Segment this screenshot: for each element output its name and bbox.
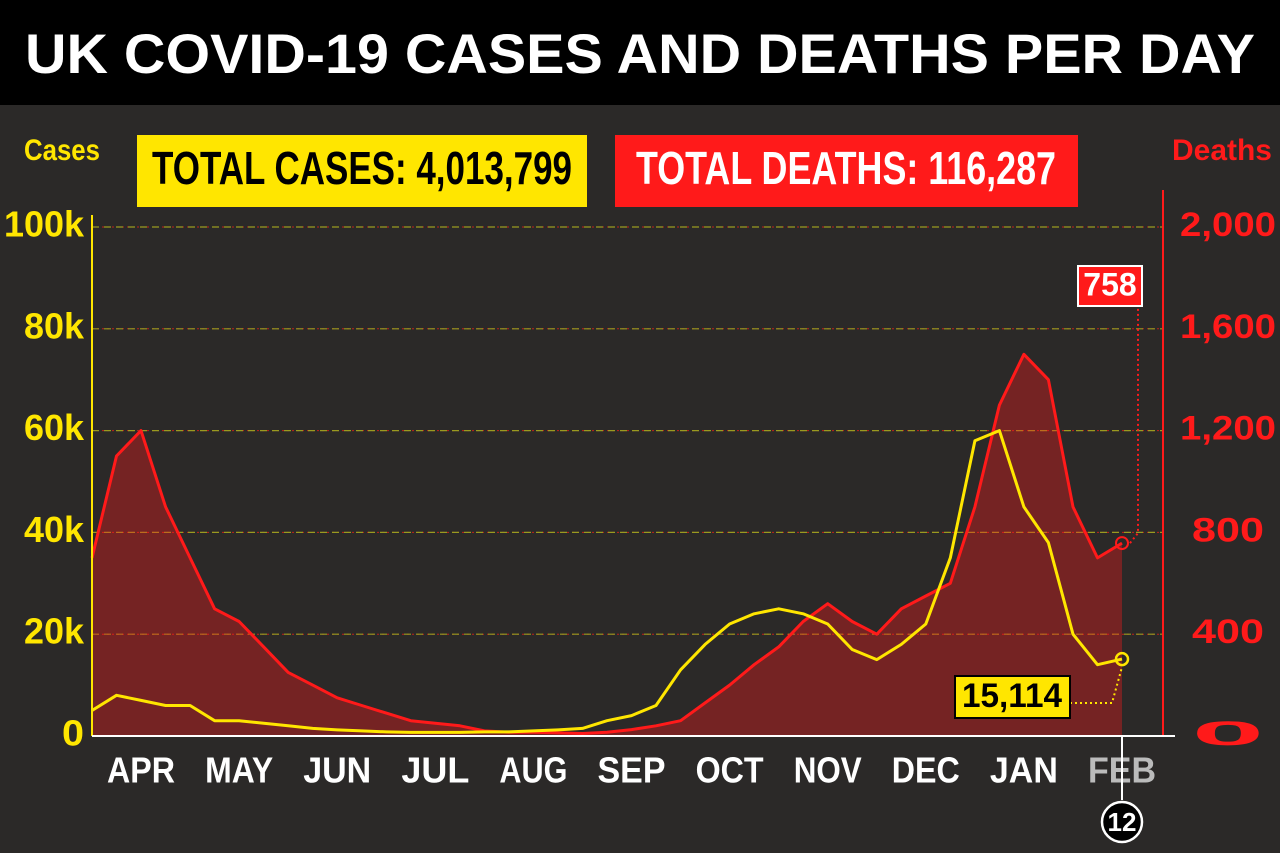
cases-label-box: [954, 675, 1071, 719]
y2-tick-label: 1,200: [1180, 410, 1276, 448]
deaths-label-box: [1077, 265, 1143, 307]
cases-data-label: 15,114: [962, 677, 1062, 715]
x-tick-label: JUN: [303, 750, 371, 791]
y2-tick-label: 400: [1192, 613, 1264, 651]
x-tick-label: AUG: [499, 750, 567, 791]
y-axis-label: Cases: [24, 134, 100, 167]
date-marker: 12: [1108, 807, 1137, 837]
chart-title: UK COVID-19 CASES AND DEATHS PER DAY: [25, 22, 1255, 85]
deaths-area: [92, 354, 1122, 736]
date-marker-circle: [1100, 800, 1144, 844]
total-deaths-box: [615, 135, 1078, 207]
y-tick-label: 100k: [4, 204, 85, 245]
x-tick-label: NOV: [794, 750, 862, 791]
y-tick-label: 40k: [24, 509, 85, 550]
x-tick-label: APR: [107, 750, 175, 791]
x-tick-label: MAY: [205, 750, 273, 791]
deaths-data-label: 758: [1083, 266, 1136, 302]
x-tick-label: DEC: [892, 750, 960, 791]
x-tick-label: SEP: [598, 750, 666, 791]
y-tick-label: 0: [62, 713, 84, 754]
cases-leader: [1070, 666, 1123, 704]
deaths-line: [90, 352, 1123, 735]
title-band: [0, 0, 1280, 105]
y2-tick-label: 800: [1192, 511, 1264, 549]
total-cases-box: [137, 135, 587, 207]
y2-tick-label: 0: [1192, 715, 1264, 753]
cases-marker: [1114, 651, 1130, 667]
x-tick-label: OCT: [696, 750, 764, 791]
y-tick-label: 20k: [24, 611, 85, 652]
x-tick-label: JAN: [990, 750, 1058, 791]
deaths-marker: [1115, 536, 1129, 551]
y-tick-label: 80k: [24, 305, 85, 346]
cases-line: [91, 429, 1123, 734]
y2-tick-label: 1,600: [1180, 308, 1276, 346]
x-tick-label: JUL: [401, 750, 469, 791]
y-tick-label: 60k: [24, 407, 85, 448]
total-deaths: TOTAL DEATHS: 116,287: [636, 142, 1056, 194]
total-cases: TOTAL CASES: 4,013,799: [152, 142, 572, 194]
y2-axis-label: Deaths: [1172, 134, 1272, 167]
y2-tick-label: 2,000: [1180, 206, 1276, 244]
